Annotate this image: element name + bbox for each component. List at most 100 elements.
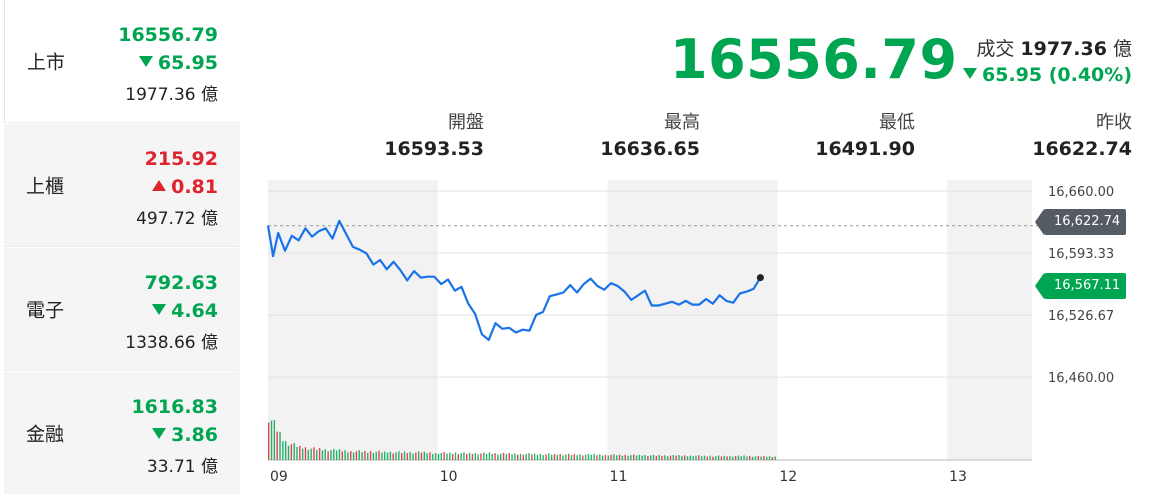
index-change-summary: 65.95 (0.40%) — [963, 64, 1132, 86]
volume-bar — [508, 453, 510, 460]
volume-bar — [774, 456, 776, 460]
volume-bar — [350, 451, 352, 460]
volume-bar — [415, 452, 417, 460]
volume-bar — [429, 452, 431, 460]
volume-bar — [432, 453, 434, 460]
y-tick-label: 16,460.00 — [1048, 371, 1114, 386]
volume-bar — [528, 453, 530, 460]
volume-bar — [491, 453, 493, 460]
volume-bar — [412, 453, 414, 460]
volume-bar — [536, 455, 539, 460]
volume-bar — [613, 454, 615, 460]
volume-bar — [449, 452, 451, 460]
volume-bar — [723, 455, 725, 460]
volume-bar — [420, 452, 423, 460]
volume-bar — [720, 456, 723, 460]
hour-band — [607, 180, 778, 460]
volume-bar — [364, 450, 366, 460]
volume-bar — [375, 451, 377, 460]
volume-bar — [584, 454, 587, 460]
volume-bar — [743, 455, 745, 460]
volume-bar — [313, 447, 315, 460]
y-tick-label: 16,526.67 — [1048, 309, 1114, 324]
index-item-listed[interactable]: 上市 16556.79 65.95 1977.36 億 — [4, 0, 240, 123]
volume-bar — [400, 453, 403, 460]
index-item-finance[interactable]: 金融 1616.83 3.86 33.71 億 — [4, 372, 240, 494]
index-name: 電子 — [26, 299, 65, 322]
x-tick-label: 09 — [270, 469, 288, 485]
last-price-tag: 16,567.11 — [1034, 273, 1127, 299]
volume-bar — [369, 451, 372, 460]
volume-bar — [514, 453, 516, 460]
index-volume: 33.71 億 — [146, 457, 218, 477]
down-triangle-icon — [152, 428, 167, 439]
y-tick-label: 16,593.33 — [1048, 247, 1114, 262]
index-volume: 497.72 億 — [136, 209, 218, 229]
index-price: 16556.79 — [118, 24, 218, 46]
volume-bar — [307, 450, 310, 460]
volume-bar — [502, 452, 505, 460]
volume-bar — [426, 453, 428, 460]
x-tick-label: 11 — [610, 469, 628, 485]
volume-bar — [440, 453, 443, 460]
volume-bar — [678, 455, 680, 460]
x-tick-label: 13 — [949, 469, 967, 485]
volume-bar — [287, 445, 290, 460]
volume-bar — [732, 456, 734, 460]
y-tick-label: 16,660.00 — [1048, 185, 1114, 200]
volume-bar — [559, 453, 561, 460]
volume-bar — [737, 455, 740, 460]
down-triangle-icon — [963, 68, 977, 79]
volume-bar — [477, 454, 479, 460]
volume-bar — [590, 454, 592, 460]
volume-bar — [771, 457, 774, 460]
volume-bar — [601, 455, 604, 460]
volume-bar — [284, 441, 287, 460]
index-item-electronics[interactable]: 電子 792.63 4.64 1338.66 億 — [4, 248, 240, 371]
volume-bar — [517, 454, 519, 460]
volume-bar — [480, 453, 482, 460]
volume-bar — [754, 456, 757, 460]
up-triangle-icon — [152, 180, 167, 191]
volume-bar — [633, 454, 635, 460]
volume-bar — [573, 454, 575, 460]
volume-bar — [734, 456, 737, 460]
volume-bar — [647, 456, 649, 460]
volume-bar — [460, 453, 462, 460]
volume-bar — [451, 454, 454, 460]
volume-bar — [273, 420, 276, 460]
volume-bar — [550, 454, 553, 460]
index-change: 0.81 — [152, 176, 218, 198]
volume-bar — [268, 422, 270, 460]
volume-bar — [276, 431, 278, 460]
volume-bar — [579, 454, 581, 460]
index-price-line — [266, 219, 762, 341]
volume-bar — [604, 454, 607, 460]
stat-high: 最高 16636.65 — [540, 108, 700, 160]
volume-bar — [279, 431, 281, 460]
index-item-otc[interactable]: 上櫃 215.92 0.81 497.72 億 — [4, 124, 240, 247]
volume-bar — [500, 453, 502, 460]
volume-bar — [630, 455, 632, 460]
volume-bar — [384, 451, 386, 460]
index-price: 215.92 — [144, 148, 218, 170]
volume-bar — [706, 456, 708, 460]
volume-bar — [511, 454, 513, 460]
index-change: 65.95 — [138, 52, 218, 74]
volume-bar — [381, 452, 383, 460]
volume-bar — [290, 444, 293, 460]
index-price: 1616.83 — [131, 396, 218, 418]
x-tick-label: 10 — [440, 469, 458, 485]
down-triangle-icon — [138, 56, 153, 67]
volume-bar — [672, 455, 675, 460]
volume-bar — [386, 452, 389, 460]
volume-bar — [466, 453, 468, 460]
volume-bar — [562, 455, 564, 460]
volume-bar — [395, 452, 397, 460]
volume-bar — [576, 455, 578, 460]
volume-bar — [344, 450, 346, 460]
volume-bar — [698, 455, 700, 460]
volume-bar — [740, 456, 742, 460]
volume-bar — [624, 454, 626, 460]
